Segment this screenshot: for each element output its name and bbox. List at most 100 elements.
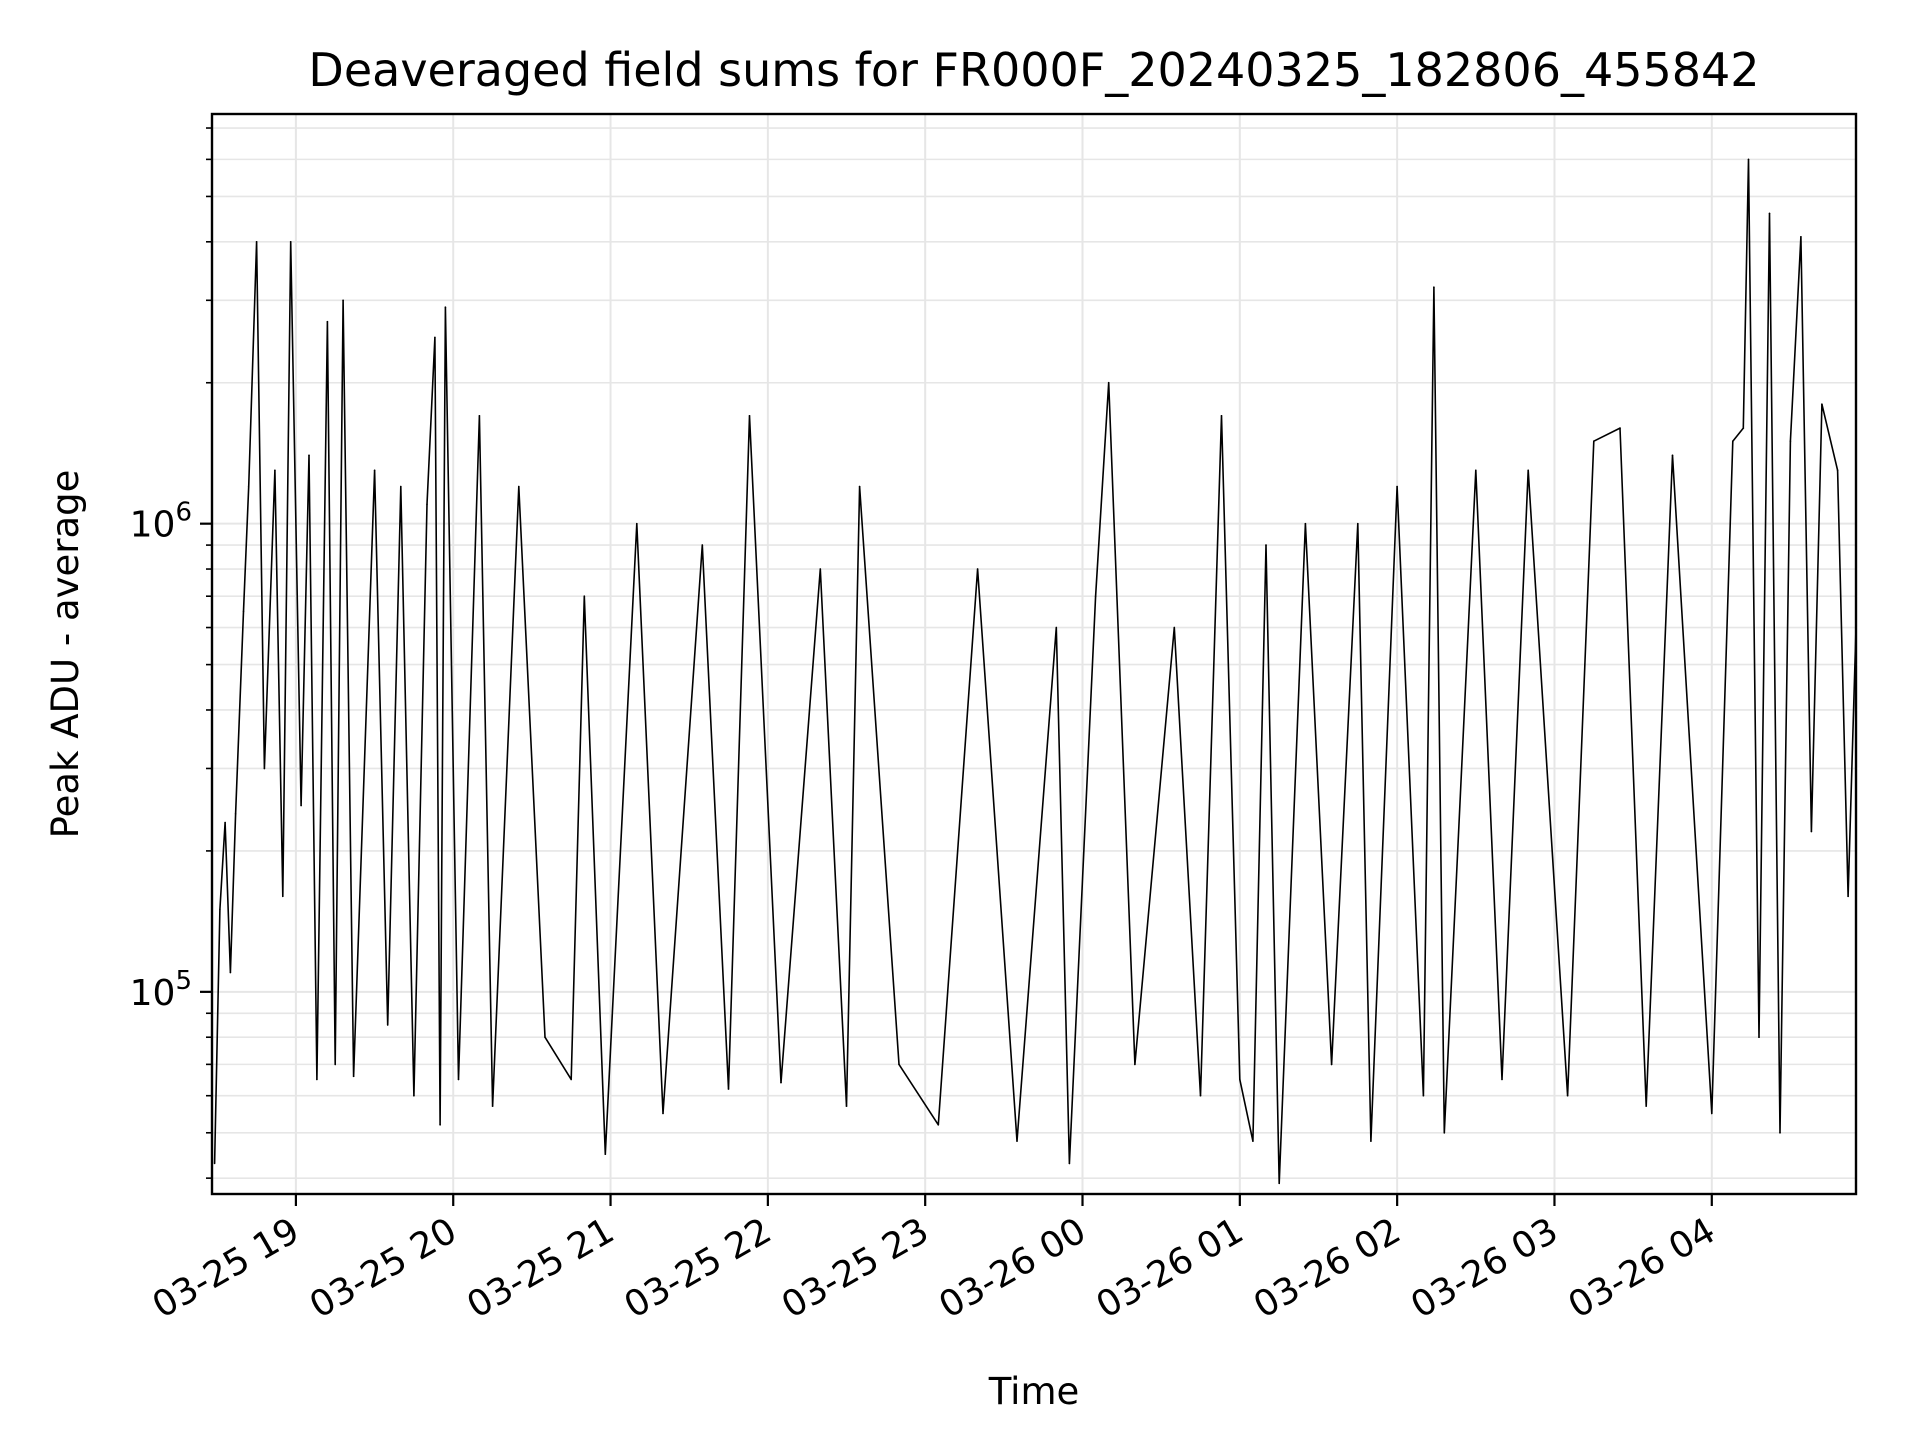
data-point xyxy=(1758,1036,1760,1038)
data-point xyxy=(518,485,520,488)
x-tick-label: 03-25 23 xyxy=(775,1210,936,1326)
data-point xyxy=(604,1153,607,1155)
data-point xyxy=(242,610,245,613)
data-point xyxy=(334,1063,337,1066)
x-tick-label: 03-25 19 xyxy=(146,1210,307,1326)
data-point xyxy=(1800,236,1802,238)
data-point xyxy=(1645,1105,1647,1107)
data-point xyxy=(1836,469,1839,472)
data-point xyxy=(289,241,292,243)
data-point xyxy=(400,485,402,488)
x-axis-label: Time xyxy=(988,1370,1080,1413)
y-tick-label: 105 xyxy=(130,966,192,1014)
data-point xyxy=(457,1078,460,1081)
data-point xyxy=(300,804,302,807)
data-point xyxy=(1055,626,1058,629)
chart-title: Deaveraged field sums for FR000F_2024032… xyxy=(308,43,1759,97)
data-point xyxy=(1016,1140,1018,1142)
data-point xyxy=(491,1105,494,1107)
data-point xyxy=(282,895,284,898)
data-point xyxy=(845,1105,848,1107)
data-point xyxy=(1433,286,1435,289)
grid-layer xyxy=(212,114,1856,1194)
data-point xyxy=(386,1024,389,1026)
data-point xyxy=(444,306,447,309)
data-point xyxy=(213,1162,216,1165)
data-point xyxy=(1768,212,1771,215)
data-point xyxy=(234,813,237,815)
y-tick-label: 106 xyxy=(130,498,192,546)
data-point xyxy=(1304,522,1307,525)
data-point xyxy=(1475,469,1477,472)
data-point xyxy=(1422,1094,1425,1097)
x-tick-label: 03-26 02 xyxy=(1247,1210,1408,1326)
data-point xyxy=(937,1124,940,1126)
data-point xyxy=(1068,1162,1071,1165)
data-point xyxy=(780,1081,782,1084)
data-point xyxy=(1821,403,1823,406)
data-point xyxy=(1566,1094,1569,1097)
data-point xyxy=(426,503,428,506)
data-point xyxy=(1732,440,1734,443)
data-point xyxy=(1396,485,1398,488)
data-point xyxy=(247,485,250,488)
x-tick-label: 03-26 00 xyxy=(932,1210,1093,1326)
x-tick-label: 03-26 04 xyxy=(1562,1210,1723,1326)
data-point xyxy=(1370,1140,1372,1142)
data-point xyxy=(1747,158,1750,161)
data-point xyxy=(1134,1063,1136,1066)
x-tick-label: 03-25 21 xyxy=(460,1210,621,1326)
data-point xyxy=(1094,595,1097,597)
data-point xyxy=(1443,1132,1446,1134)
data-layer xyxy=(213,158,1857,1185)
data-point xyxy=(1742,427,1745,429)
data-point xyxy=(1107,381,1110,384)
data-point xyxy=(342,299,344,302)
plot-frame xyxy=(210,112,1858,1196)
data-point xyxy=(1671,454,1674,457)
data-point xyxy=(727,1088,730,1090)
data-point xyxy=(274,469,276,472)
data-point xyxy=(1501,1078,1503,1081)
data-point xyxy=(373,469,376,472)
data-point xyxy=(662,1112,664,1115)
y-axis-label: Peak ADU - average xyxy=(44,470,87,839)
data-point xyxy=(316,1078,318,1081)
data-point xyxy=(1593,440,1595,443)
x-tick-label: 03-26 01 xyxy=(1090,1210,1251,1326)
data-point xyxy=(583,595,586,597)
data-point xyxy=(434,336,436,339)
data-point xyxy=(858,485,861,488)
data-point xyxy=(224,821,226,824)
data-point xyxy=(1330,1063,1333,1066)
data-point xyxy=(819,568,822,570)
data-point xyxy=(1252,1140,1254,1142)
series-line xyxy=(213,158,1857,1185)
data-point xyxy=(544,1036,546,1038)
data-point xyxy=(1619,427,1621,429)
data-point xyxy=(636,522,638,525)
data-point xyxy=(308,454,310,457)
x-tick-label: 03-25 20 xyxy=(303,1210,464,1326)
data-point xyxy=(326,320,329,323)
data-point xyxy=(413,1094,415,1097)
data-point xyxy=(263,767,266,770)
data-point xyxy=(1239,1078,1241,1081)
data-point xyxy=(1789,440,1792,443)
data-point xyxy=(1199,1094,1202,1097)
data-point xyxy=(1220,415,1223,417)
data-point xyxy=(748,415,751,417)
data-point xyxy=(478,415,481,417)
data-point xyxy=(1711,1112,1713,1115)
data-point xyxy=(255,241,258,243)
data-point xyxy=(1173,626,1176,629)
data-point xyxy=(439,1124,441,1126)
data-point xyxy=(1779,1132,1781,1134)
data-point xyxy=(570,1078,572,1081)
data-point xyxy=(1357,522,1359,525)
data-point xyxy=(1847,895,1849,898)
data-point xyxy=(1278,1182,1280,1185)
data-point xyxy=(352,1075,355,1078)
